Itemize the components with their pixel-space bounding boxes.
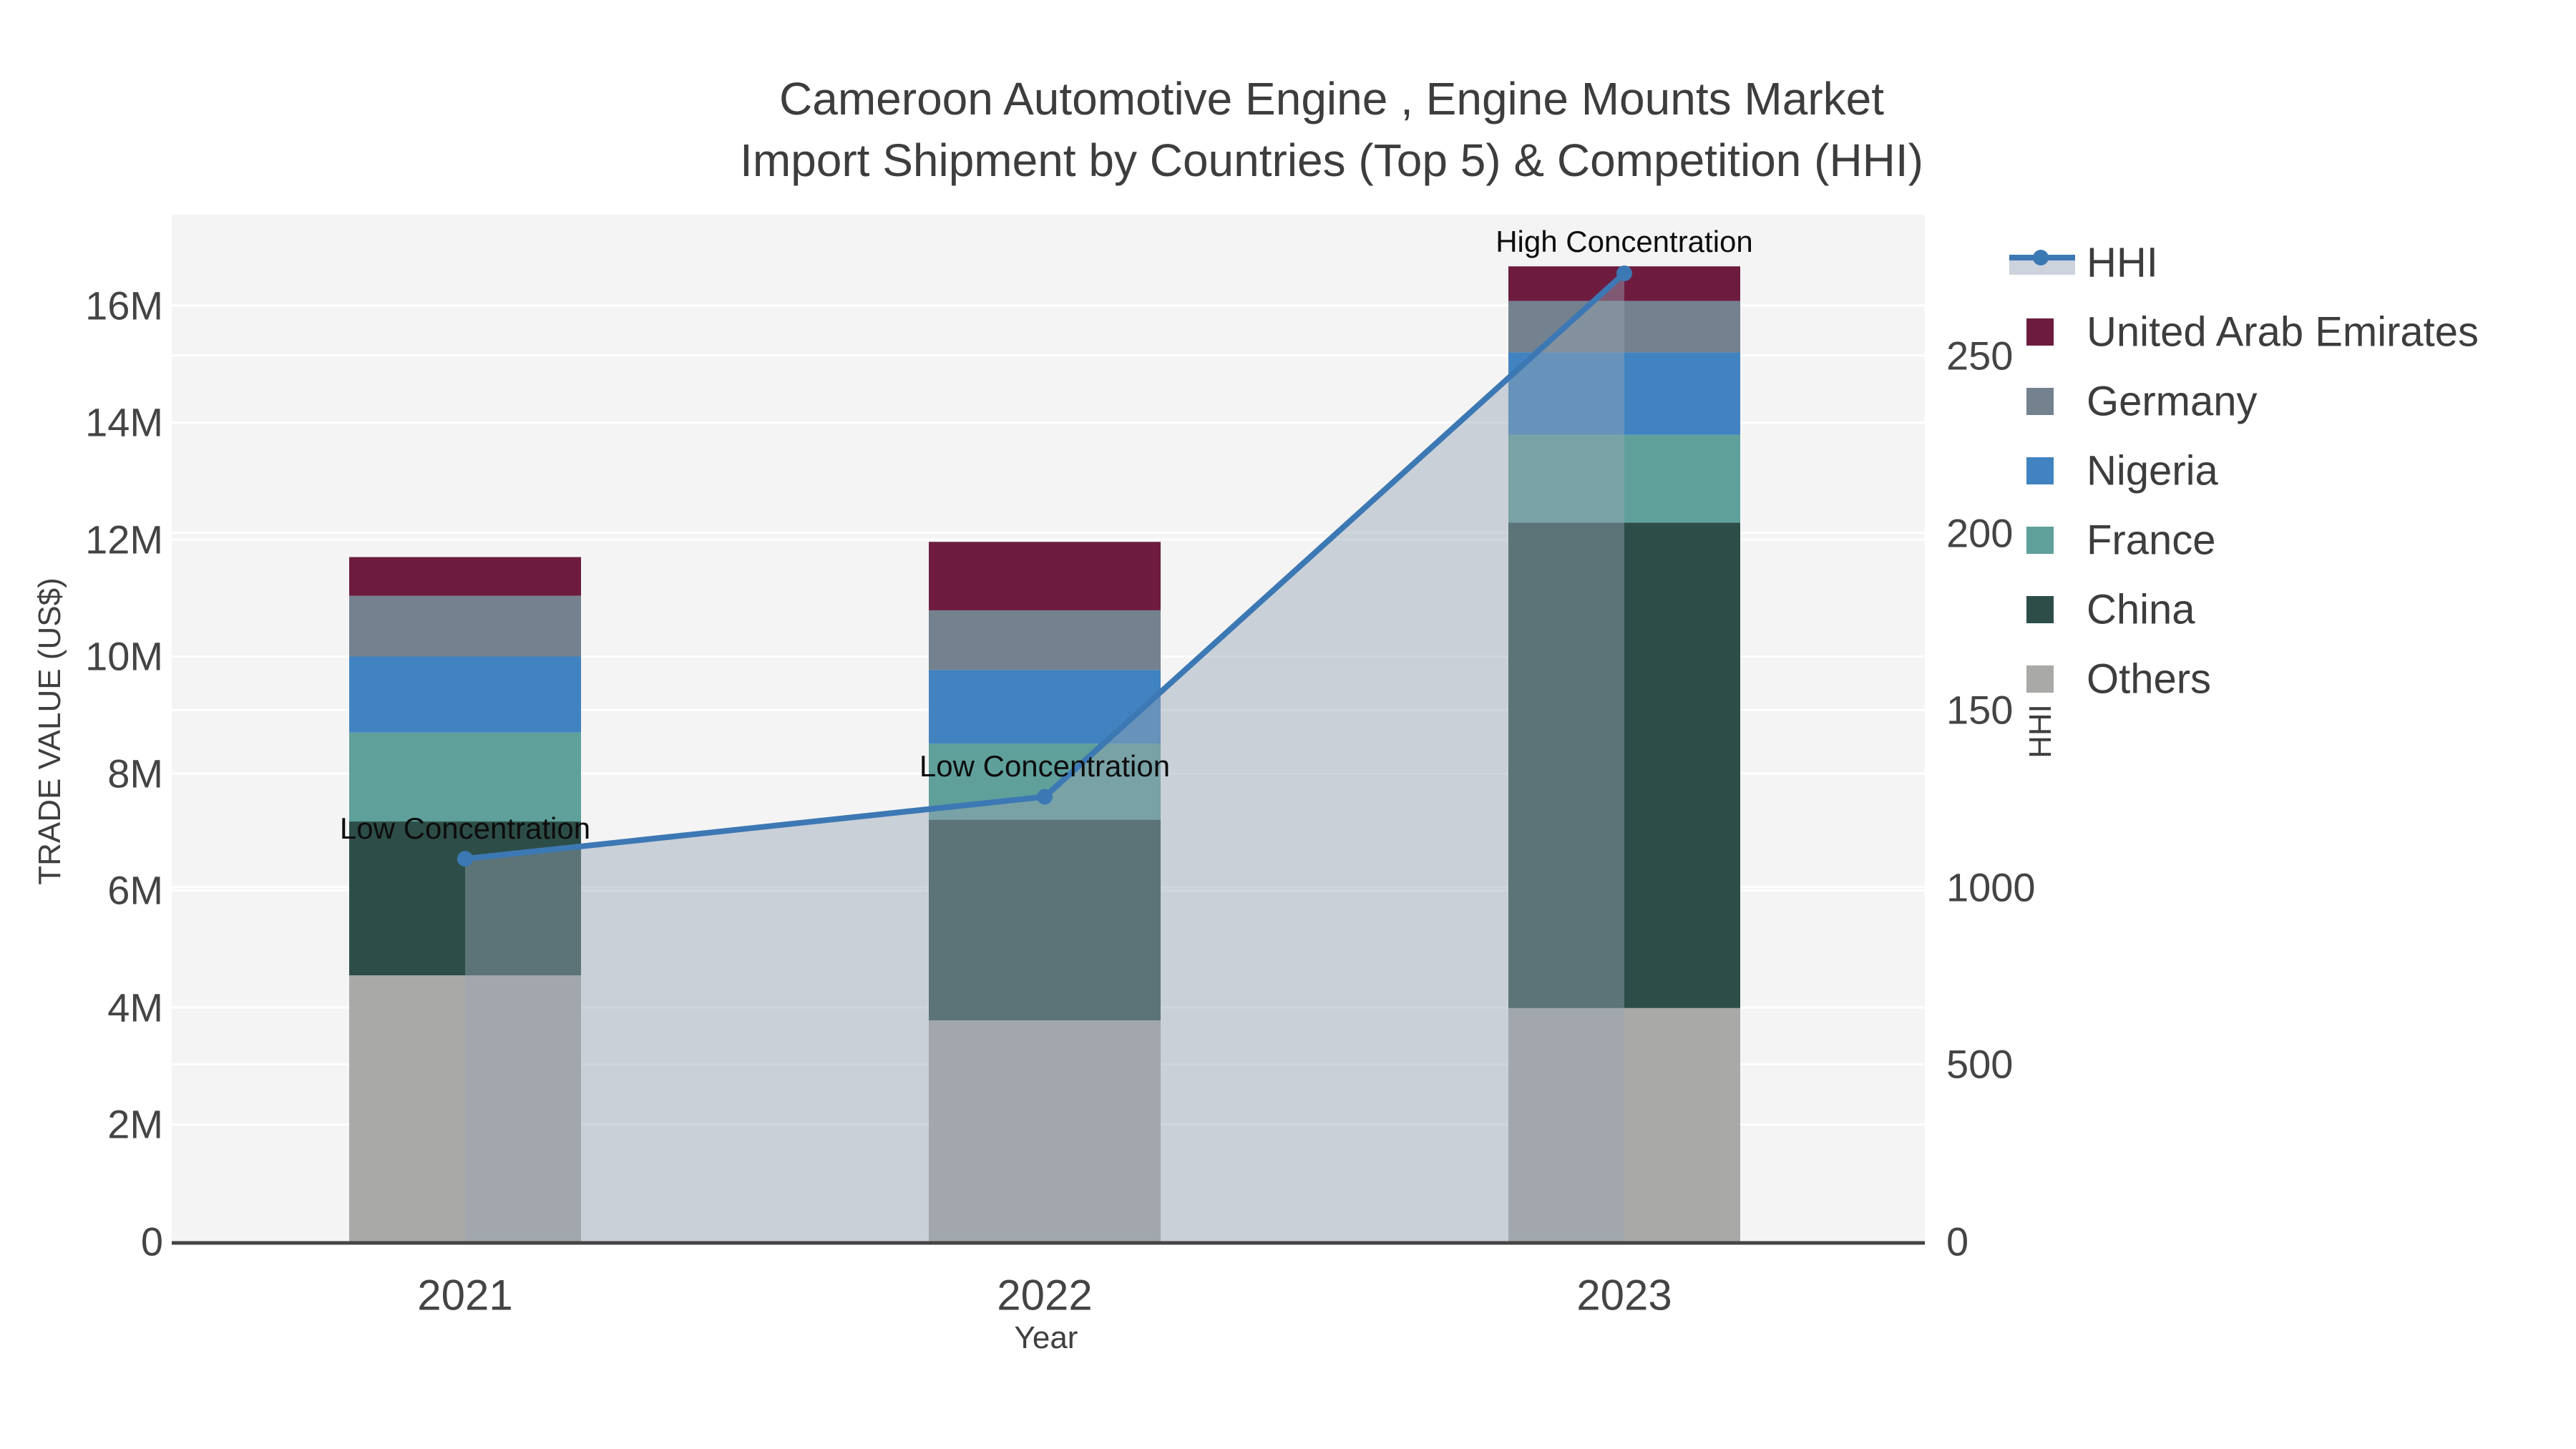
legend-label-germany[interactable]: Germany [2087,379,2258,425]
legend-item-france[interactable]: France [2026,517,2216,564]
xtick-2021: 2021 [417,1272,512,1319]
y-axis-title-right: HHI [2023,704,2058,758]
bar-segment-nigeria-2021[interactable] [349,656,581,733]
annotation-2022: Low Concentration [919,749,1170,783]
legend-label-nigeria[interactable]: Nigeria [2087,448,2218,494]
bar-segment-others-2021[interactable] [349,975,581,1241]
ytick-right-500: 500 [1946,1042,2013,1087]
bar-segment-others-2023[interactable] [1508,1008,1740,1241]
legend-item-united-arab-emirates[interactable]: United Arab Emirates [2026,309,2479,356]
ytick-right-0: 0 [1946,1219,1968,1264]
bar-segment-united-arab-emirates-2021[interactable] [349,557,581,596]
swatch-nigeria-icon [2026,457,2054,484]
swatch-france-icon [2026,527,2054,554]
hhi-area-layer [465,273,1624,1241]
hhi-point-2021[interactable] [457,851,473,867]
ytick-left-12m: 12M [85,517,163,562]
chart-title-line2: Import Shipment by Countries (Top 5) & C… [740,135,1923,186]
legend-item-others[interactable]: Others [2026,656,2211,703]
bar-segment-france-2021[interactable] [349,732,581,822]
legend-item-hhi[interactable]: HHI [2009,240,2158,286]
hhi-area-swatch-icon [2009,259,2075,275]
ytick-left-8m: 8M [107,751,163,796]
legend-item-germany[interactable]: Germany [2026,379,2258,425]
hhi-point-2023[interactable] [1616,265,1632,282]
ytick-left-14m: 14M [85,400,163,445]
ytick-left-0: 0 [141,1219,163,1264]
bar-segment-others-2022[interactable] [929,1020,1161,1241]
ytick-left-4m: 4M [107,985,163,1030]
bar-segment-germany-2021[interactable] [349,595,581,657]
legend-item-nigeria[interactable]: Nigeria [2026,448,2218,494]
hhi-area [465,273,1624,1241]
bar-segment-nigeria-2023[interactable] [1508,352,1740,435]
ytick-left-2m: 2M [107,1102,163,1147]
legend-background [2012,233,2576,734]
swatch-germany-icon [2026,388,2054,415]
legend: HHI United Arab Emirates Germany Nigeria… [2009,233,2576,734]
legend-label-united-arab-emirates[interactable]: United Arab Emirates [2087,309,2479,356]
legend-label-china[interactable]: China [2087,587,2195,633]
bar-segment-france-2023[interactable] [1508,434,1740,523]
swatch-others-icon [2026,665,2054,693]
swatch-united-arab-emirates-icon [2026,318,2054,346]
ytick-left-10m: 10M [85,634,163,679]
bar-segment-germany-2022[interactable] [929,610,1161,670]
x-axis-title: Year [1015,1320,1078,1355]
ytick-right-1000: 1000 [1946,865,2036,910]
bar-segment-united-arab-emirates-2022[interactable] [929,542,1161,610]
xtick-2022: 2022 [997,1272,1092,1319]
hhi-marker-icon [2033,250,2049,265]
legend-label-hhi[interactable]: HHI [2087,240,2158,286]
bar-segment-china-2022[interactable] [929,819,1161,1020]
annotation-2021: Low Concentration [340,811,590,845]
xtick-2023: 2023 [1576,1272,1672,1319]
bar-segment-china-2023[interactable] [1508,522,1740,1008]
hhi-line-layer [457,265,1632,867]
legend-item-china[interactable]: China [2026,587,2195,633]
hhi-point-2022[interactable] [1037,789,1053,805]
ytick-left-16m: 16M [85,283,163,328]
y-axis-title-left: TRADE VALUE (US$) [32,577,67,885]
swatch-china-icon [2026,596,2054,623]
legend-label-france[interactable]: France [2087,517,2216,564]
bar-segment-china-2021[interactable] [349,821,581,976]
annotation-2023: High Concentration [1496,225,1753,258]
bar-segment-nigeria-2022[interactable] [929,670,1161,744]
chart-title-line1: Cameroon Automotive Engine , Engine Moun… [779,73,1884,125]
legend-label-others[interactable]: Others [2087,656,2211,703]
ytick-left-6m: 6M [107,868,163,913]
